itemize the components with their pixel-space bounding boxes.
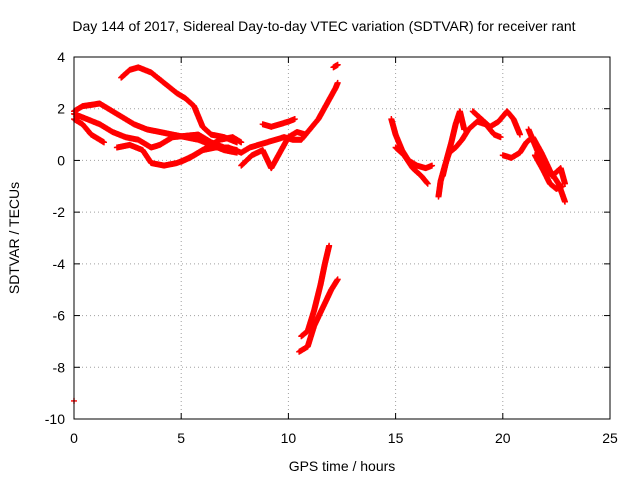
x-tick-label: 20 <box>495 430 511 446</box>
x-axis-label: GPS time / hours <box>289 458 396 474</box>
y-tick-label: -6 <box>53 308 66 324</box>
data-point <box>429 162 436 169</box>
series-arc-11 <box>296 276 341 355</box>
x-tick-label: 5 <box>177 430 185 446</box>
data-point <box>424 180 431 187</box>
series-arc-21 <box>531 152 566 192</box>
axis-ticks <box>73 56 611 420</box>
chart-title: Day 144 of 2017, Sidereal Day-to-day VTE… <box>72 18 575 34</box>
series-arc-12 <box>298 242 333 340</box>
grid <box>74 57 610 419</box>
data-point <box>497 134 504 141</box>
data-point <box>334 276 341 283</box>
data-point <box>559 183 566 190</box>
data-point <box>326 242 333 249</box>
y-tick-label: 4 <box>57 49 65 65</box>
series-arc-2 <box>71 116 108 146</box>
data-point <box>101 139 108 146</box>
y-tick-label: -8 <box>53 359 66 375</box>
series-arc-8 <box>238 128 309 172</box>
data-point <box>334 61 341 68</box>
y-tick-label: 2 <box>57 101 65 117</box>
x-tick-label: 25 <box>602 430 618 446</box>
x-tick-label: 10 <box>281 430 297 446</box>
y-axis-label: SDTVAR / TECUs <box>6 182 22 294</box>
series-arc-10 <box>330 61 341 71</box>
x-tick-label: 15 <box>388 430 404 446</box>
series-arc-15 <box>392 144 431 187</box>
series-arc-6 <box>178 134 245 165</box>
plot-frame <box>73 56 611 420</box>
y-tick-label: -4 <box>53 256 66 272</box>
data-point <box>461 126 468 133</box>
data-point <box>334 79 341 86</box>
series-arc-18 <box>469 108 523 138</box>
y-tick-label: -2 <box>53 204 66 220</box>
series-arc-4 <box>113 141 245 169</box>
x-tick-label: 0 <box>70 430 78 446</box>
data-point <box>238 139 245 146</box>
series-arc-9 <box>259 116 298 130</box>
data-point <box>291 116 298 123</box>
series-arc-7 <box>238 79 341 156</box>
data-point <box>561 198 568 205</box>
data-points <box>71 61 568 404</box>
y-tick-label: 0 <box>57 152 65 168</box>
data-point <box>516 131 523 138</box>
data-point <box>302 131 309 138</box>
y-tick-label: -10 <box>45 411 65 427</box>
series-arc-17 <box>439 108 468 179</box>
